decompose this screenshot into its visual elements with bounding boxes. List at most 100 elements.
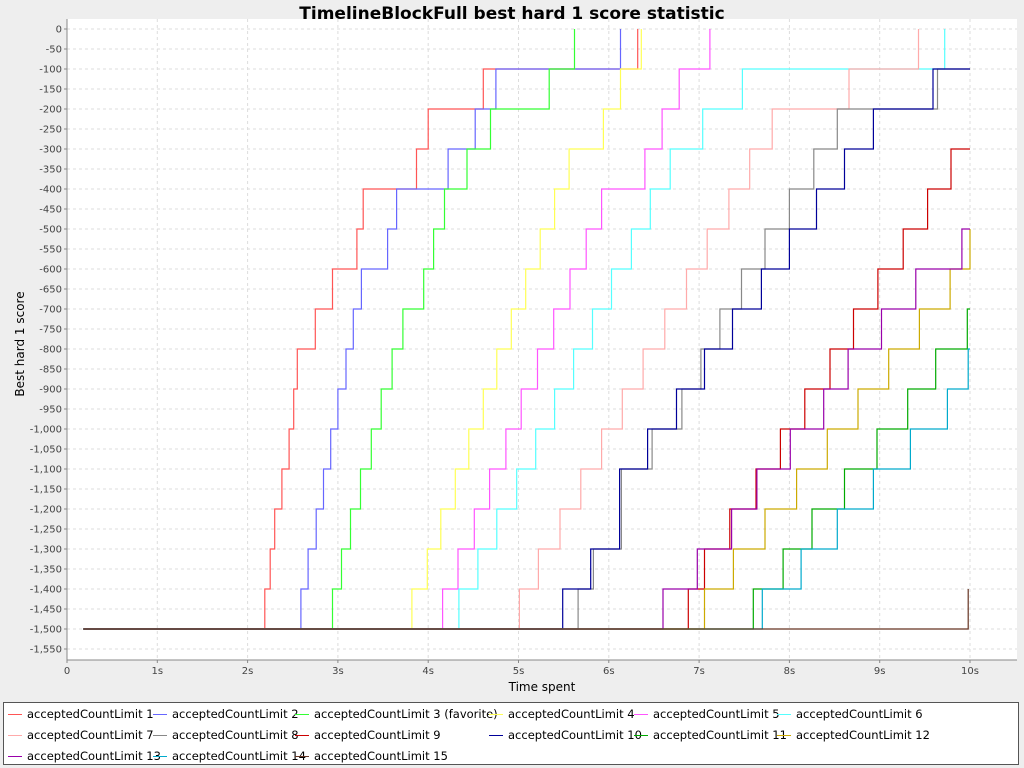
chart: TimelineBlockFull best hard 1 score stat… bbox=[13, 4, 1017, 694]
series-line-14 bbox=[83, 348, 970, 630]
x-tick-label: 3s bbox=[332, 666, 344, 677]
y-tick-label: -1,250 bbox=[30, 525, 62, 536]
y-tick-label: -950 bbox=[39, 405, 62, 416]
legend-label: acceptedCountLimit 7 bbox=[27, 728, 154, 742]
legend-swatch bbox=[8, 734, 22, 736]
legend-label: acceptedCountLimit 2 bbox=[172, 707, 299, 721]
y-tick-label: 0 bbox=[56, 25, 62, 36]
legend-label: acceptedCountLimit 5 bbox=[653, 707, 780, 721]
series-line-1 bbox=[83, 29, 639, 630]
y-tick-label: -350 bbox=[39, 165, 62, 176]
y-tick-label: -200 bbox=[39, 105, 62, 116]
x-tick-label: 2s bbox=[242, 666, 254, 677]
legend-item: acceptedCountLimit 13 bbox=[8, 748, 161, 764]
y-tick-label: -800 bbox=[39, 345, 62, 356]
legend-swatch bbox=[489, 734, 503, 736]
legend-swatch bbox=[295, 713, 309, 715]
legend-item: acceptedCountLimit 10 bbox=[489, 727, 642, 743]
x-tick-label: 5s bbox=[513, 666, 525, 677]
legend-item: acceptedCountLimit 14 bbox=[153, 748, 306, 764]
legend-swatch bbox=[153, 734, 167, 736]
series-line-3 bbox=[83, 29, 576, 630]
legend-item: acceptedCountLimit 5 bbox=[634, 706, 780, 722]
legend-item: acceptedCountLimit 12 bbox=[777, 727, 930, 743]
y-tick-label: -1,400 bbox=[30, 585, 62, 596]
series-line-12 bbox=[83, 229, 971, 630]
y-tick-label: -1,350 bbox=[30, 565, 62, 576]
legend-swatch bbox=[489, 713, 503, 715]
x-tick-label: 7s bbox=[693, 666, 705, 677]
legend-swatch bbox=[295, 755, 309, 757]
y-tick-label: -750 bbox=[39, 325, 62, 336]
y-tick-label: -1,300 bbox=[30, 545, 62, 556]
legend-label: acceptedCountLimit 6 bbox=[796, 707, 923, 721]
y-tick-label: -1,000 bbox=[30, 425, 62, 436]
y-tick-label: -850 bbox=[39, 365, 62, 376]
x-ticks: 0 1s 2s 3s 4s 5s 6s 7s 8s 9s 10s bbox=[64, 660, 979, 677]
y-tick-label: -1,150 bbox=[30, 485, 62, 496]
x-tick-label: 1s bbox=[152, 666, 164, 677]
series-line-13 bbox=[83, 228, 970, 630]
legend-label: acceptedCountLimit 1 bbox=[27, 707, 154, 721]
series-line-15 bbox=[83, 589, 969, 630]
y-tick-label: -400 bbox=[39, 185, 62, 196]
y-ticks: 0 -50 -100 -150 -200 -250 -300 -350 -400 -450 -500… bbox=[30, 25, 67, 656]
legend-label: acceptedCountLimit 3 (favorite) bbox=[314, 707, 498, 721]
legend-label: acceptedCountLimit 12 bbox=[796, 728, 930, 742]
legend-item: acceptedCountLimit 15 bbox=[295, 748, 448, 764]
legend-swatch bbox=[153, 755, 167, 757]
legend-swatch bbox=[8, 755, 22, 757]
legend-label: acceptedCountLimit 8 bbox=[172, 728, 299, 742]
y-tick-label: -700 bbox=[39, 305, 62, 316]
legend-item: acceptedCountLimit 2 bbox=[153, 706, 299, 722]
x-tick-label: 10s bbox=[961, 666, 979, 677]
legend-swatch bbox=[295, 734, 309, 736]
y-tick-label: -300 bbox=[39, 145, 62, 156]
y-tick-label: -900 bbox=[39, 385, 62, 396]
y-tick-label: -450 bbox=[39, 205, 62, 216]
y-tick-label: -100 bbox=[39, 65, 62, 76]
y-tick-label: -50 bbox=[46, 45, 62, 56]
y-tick-label: -500 bbox=[39, 225, 62, 236]
y-tick-label: -550 bbox=[39, 245, 62, 256]
legend-label: acceptedCountLimit 10 bbox=[508, 728, 642, 742]
y-tick-label: -1,500 bbox=[30, 625, 62, 636]
legend-item: acceptedCountLimit 9 bbox=[295, 727, 441, 743]
series-line-5 bbox=[83, 29, 711, 630]
y-tick-label: -1,200 bbox=[30, 505, 62, 516]
x-tick-label: 4s bbox=[422, 666, 434, 677]
series-line-4 bbox=[83, 29, 642, 630]
legend-item: acceptedCountLimit 7 bbox=[8, 727, 154, 743]
x-axis-label: Time spent bbox=[508, 680, 576, 694]
legend-label: acceptedCountLimit 4 bbox=[508, 707, 635, 721]
legend-label: acceptedCountLimit 15 bbox=[314, 749, 448, 763]
legend-item: acceptedCountLimit 3 (favorite) bbox=[295, 706, 498, 722]
x-tick-label: 6s bbox=[603, 666, 615, 677]
series-line-6 bbox=[83, 29, 946, 630]
x-tick-label: 9s bbox=[874, 666, 886, 677]
legend-swatch bbox=[634, 713, 648, 715]
y-tick-label: -1,100 bbox=[30, 465, 62, 476]
y-tick-label: -600 bbox=[39, 265, 62, 276]
plot-background bbox=[67, 19, 1017, 660]
legend-label: acceptedCountLimit 11 bbox=[653, 728, 787, 742]
x-tick-label: 0 bbox=[64, 666, 70, 677]
y-tick-label: -1,050 bbox=[30, 445, 62, 456]
legend-item: acceptedCountLimit 1 bbox=[8, 706, 154, 722]
legend-swatch bbox=[634, 734, 648, 736]
legend-swatch bbox=[777, 734, 791, 736]
legend-swatch bbox=[8, 713, 22, 715]
legend-label: acceptedCountLimit 9 bbox=[314, 728, 441, 742]
series-line-10 bbox=[83, 68, 970, 630]
y-tick-label: -1,450 bbox=[30, 605, 62, 616]
series-lines bbox=[83, 29, 971, 630]
legend-label: acceptedCountLimit 14 bbox=[172, 749, 306, 763]
legend-item: acceptedCountLimit 11 bbox=[634, 727, 787, 743]
y-tick-label: -150 bbox=[39, 85, 62, 96]
y-tick-label: -1,550 bbox=[30, 645, 62, 656]
axes bbox=[66, 19, 1017, 661]
legend-swatch bbox=[777, 713, 791, 715]
legend: acceptedCountLimit 1 acceptedCountLimit 2… bbox=[3, 702, 1019, 765]
legend-item: acceptedCountLimit 6 bbox=[777, 706, 923, 722]
y-axis-label: Best hard 1 score bbox=[13, 291, 27, 396]
